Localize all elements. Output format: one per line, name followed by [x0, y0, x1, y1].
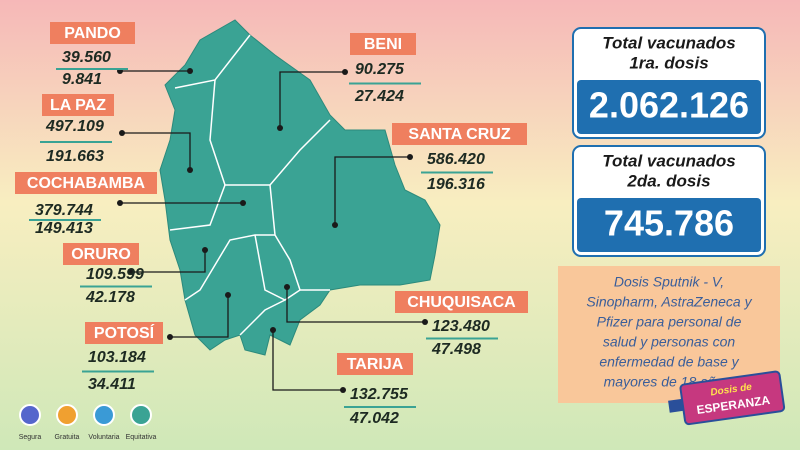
- first-dose: 586.420: [427, 151, 485, 168]
- total-title: 1ra. dosis: [629, 53, 708, 72]
- icon: [56, 404, 78, 426]
- department-box: [395, 291, 528, 313]
- second-dose: 196.316: [427, 176, 485, 193]
- second-dose: 42.178: [85, 289, 135, 306]
- total-title: Total vacunados: [602, 151, 736, 170]
- total-value: 745.786: [604, 203, 734, 244]
- department-name: LA PAZ: [50, 97, 106, 114]
- leader-dot: [187, 167, 193, 173]
- leader-dot: [342, 69, 348, 75]
- department-name: TARIJA: [347, 356, 404, 373]
- map: [159, 19, 441, 356]
- leader-dot: [332, 222, 338, 228]
- total-bar: [577, 80, 761, 134]
- second-dose: 191.663: [46, 148, 104, 165]
- note-text: Sinopharm, AstraZeneca y: [586, 294, 752, 310]
- department-name: POTOSÍ: [94, 323, 155, 342]
- leader-dot: [187, 68, 193, 74]
- icon: [19, 404, 41, 426]
- first-dose: 103.184: [88, 349, 146, 366]
- department-box: [392, 123, 527, 145]
- department-name: BENI: [364, 36, 402, 53]
- department-name: CHUQUISACA: [407, 294, 516, 311]
- leader-dot: [202, 247, 208, 253]
- second-dose: 34.411: [88, 376, 136, 393]
- leader-dot: [225, 292, 231, 298]
- note-text: enfermedad de base y: [599, 354, 739, 370]
- second-dose: 47.498: [431, 341, 481, 358]
- leader-dot: [284, 284, 290, 290]
- leader-dot: [407, 154, 413, 160]
- note-text: Pfizer para personal de: [597, 314, 742, 330]
- leader-dot: [240, 200, 246, 206]
- leader-dot: [117, 200, 123, 206]
- leader-dot: [422, 319, 428, 325]
- second-dose: 9.841: [62, 71, 102, 88]
- leader-line: [334, 156, 410, 225]
- icon-label: Equitativa: [126, 434, 157, 441]
- map-borders: [169, 34, 331, 336]
- department-name: COCHABAMBA: [27, 175, 146, 192]
- leader-line: [272, 330, 343, 391]
- leader-dot: [167, 334, 173, 340]
- icon-label: Voluntaria: [88, 434, 119, 441]
- note-text: salud y personas con: [603, 334, 736, 350]
- leader-dot: [129, 269, 135, 275]
- department-box: [85, 322, 163, 344]
- first-dose: 109.599: [86, 266, 144, 283]
- leader-dot: [340, 387, 346, 393]
- note-text: Dosis Sputnik - V,: [614, 274, 724, 290]
- icon: [130, 404, 152, 426]
- total-title: 2da. dosis: [626, 171, 710, 190]
- leader-line: [170, 295, 229, 338]
- department-box: [63, 243, 139, 265]
- icon: [93, 404, 115, 426]
- department-name: PANDO: [64, 25, 121, 42]
- icon-label: Segura: [19, 434, 42, 441]
- second-dose: 47.042: [349, 410, 399, 427]
- first-dose: 379.744: [35, 202, 93, 219]
- leader-line: [132, 250, 206, 273]
- department-name: ORURO: [71, 246, 131, 263]
- total-value: 2.062.126: [589, 85, 749, 126]
- leader-line: [122, 132, 191, 170]
- department-box: [50, 22, 135, 44]
- leader-line: [279, 71, 345, 128]
- leader-dot: [119, 130, 125, 136]
- leader-line: [286, 287, 425, 323]
- first-dose: 39.560: [62, 49, 111, 66]
- department-box: [42, 94, 114, 116]
- total-bar: [577, 198, 761, 252]
- department-box: [337, 353, 413, 375]
- leader-dot: [277, 125, 283, 131]
- icon-label: Gratuita: [55, 434, 80, 441]
- first-dose: 90.275: [355, 61, 405, 78]
- first-dose: 123.480: [432, 318, 490, 335]
- second-dose: 27.424: [354, 88, 404, 105]
- first-dose: 132.755: [350, 386, 409, 403]
- logo: Dosis de ESPERANZA: [668, 370, 786, 426]
- first-dose: 497.109: [45, 118, 104, 135]
- second-dose: 149.413: [35, 220, 93, 237]
- leader-dot: [270, 327, 276, 333]
- department-box: [350, 33, 416, 55]
- total-title: Total vacunados: [602, 33, 736, 52]
- department-name: SANTA CRUZ: [408, 126, 510, 143]
- department-box: [15, 172, 157, 194]
